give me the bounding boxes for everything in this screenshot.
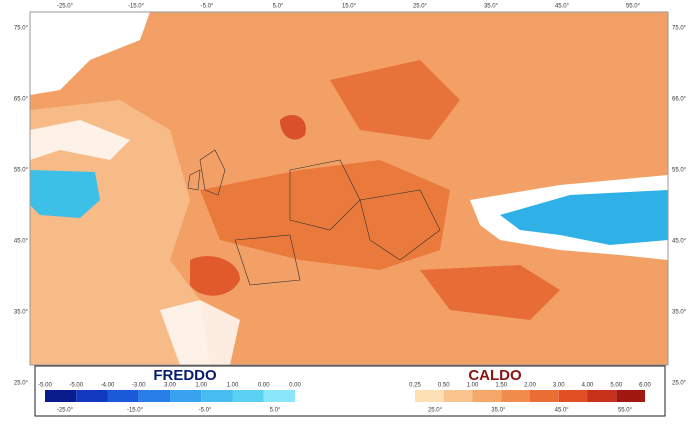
latitude-label: 75.0°	[672, 26, 687, 32]
legend-label: 0.50	[438, 383, 450, 389]
legend-longitude: 55.0°	[618, 408, 633, 414]
atlantic-cold	[30, 170, 100, 218]
legend-swatch	[558, 390, 588, 402]
norway-hot	[280, 115, 306, 140]
legend-longitude: -15.0°	[127, 408, 144, 414]
longitude-label: -5.0°	[201, 4, 214, 10]
legend-longitude: 5.0°	[270, 408, 281, 414]
longitude-label: -15.0°	[128, 4, 145, 10]
legend-swatch	[170, 390, 202, 402]
legend-label: -5.00	[69, 383, 83, 389]
scandinavia-warm	[330, 60, 460, 140]
legend-title: FREDDO	[153, 367, 217, 384]
legend-label: 1.00	[467, 383, 479, 389]
legend-label: 5.00	[610, 383, 622, 389]
latitude-label: 25.0°	[14, 381, 29, 387]
iberia-hot	[190, 256, 240, 296]
latitude-label: 25.0°	[672, 381, 687, 387]
legend-swatch	[107, 390, 139, 402]
legend-swatch	[232, 390, 264, 402]
latitude-label: 55.0°	[672, 168, 687, 174]
longitude-label: 5.0°	[273, 4, 284, 10]
legend-label: 4.00	[582, 383, 594, 389]
longitude-label: 55.0°	[626, 4, 641, 10]
legend-label: 1.00	[227, 383, 239, 389]
legend-swatch	[263, 390, 295, 402]
latitude-label: 45.0°	[672, 239, 687, 245]
latitude-label: 35.0°	[672, 310, 687, 316]
legend-label: -5.00	[38, 383, 52, 389]
legend-label: 1.50	[495, 383, 507, 389]
map-area	[29, 11, 669, 366]
legend-label: 2.00	[524, 383, 536, 389]
legend-swatch	[530, 390, 559, 402]
map-frame	[29, 11, 669, 366]
legend-longitude: -5.0°	[199, 408, 212, 414]
longitude-label: 45.0°	[555, 4, 570, 10]
legend-label: 1.00	[195, 383, 207, 389]
latitude-label: 55.0°	[14, 168, 29, 174]
legend-longitude: 45.0°	[555, 408, 570, 414]
legend-label: -4.00	[101, 383, 115, 389]
legend-label: 6.00	[639, 383, 651, 389]
legend-label: 0.00	[258, 383, 270, 389]
turkey-warm	[420, 265, 560, 320]
legend-label: 3.00	[164, 383, 176, 389]
legend-swatch	[45, 390, 77, 402]
latitude-label: 65.0°	[14, 97, 29, 103]
legend-label: 3.00	[553, 383, 565, 389]
latitude-label: 75.0°	[14, 26, 29, 32]
latitude-label: 45.0°	[14, 239, 29, 245]
russia-cold	[500, 190, 668, 245]
legend-longitude: 25.0°	[428, 408, 443, 414]
longitude-label: 15.0°	[342, 4, 357, 10]
legend-longitude: -25.0°	[57, 408, 74, 414]
legend-swatch	[587, 390, 617, 402]
legend-swatch	[76, 390, 108, 402]
borders	[187, 149, 441, 286]
legend-swatch	[138, 390, 170, 402]
legend-label: -3.00	[132, 383, 146, 389]
legend-title: CALDO	[468, 367, 522, 384]
latitude-label: 35.0°	[14, 310, 29, 316]
legend-swatch	[201, 390, 233, 402]
longitude-label: 35.0°	[484, 4, 499, 10]
legend-swatch	[501, 390, 530, 402]
atlantic-light	[30, 100, 210, 365]
legend-swatch	[472, 390, 502, 402]
dynamic-layer: -25.0° -15.0° -5.0° 5.0° 15.0° 25.0° 35.0° 45.0…	[14, 4, 687, 414]
legend-swatch	[443, 390, 473, 402]
latitude-label: 66.0°	[672, 97, 687, 103]
europe-warm	[200, 160, 450, 270]
greenland-white	[30, 12, 150, 95]
africa-white	[160, 300, 240, 365]
legend-swatch	[415, 390, 444, 402]
legend-longitude: 35.0°	[491, 408, 506, 414]
atlantic-white	[30, 120, 130, 160]
longitude-label: -25.0°	[57, 4, 74, 10]
legend-label: 0.25	[409, 383, 421, 389]
longitude-label: 25.0°	[413, 4, 428, 10]
legend-label: 0.00	[289, 383, 301, 389]
legend-swatch	[616, 390, 645, 402]
